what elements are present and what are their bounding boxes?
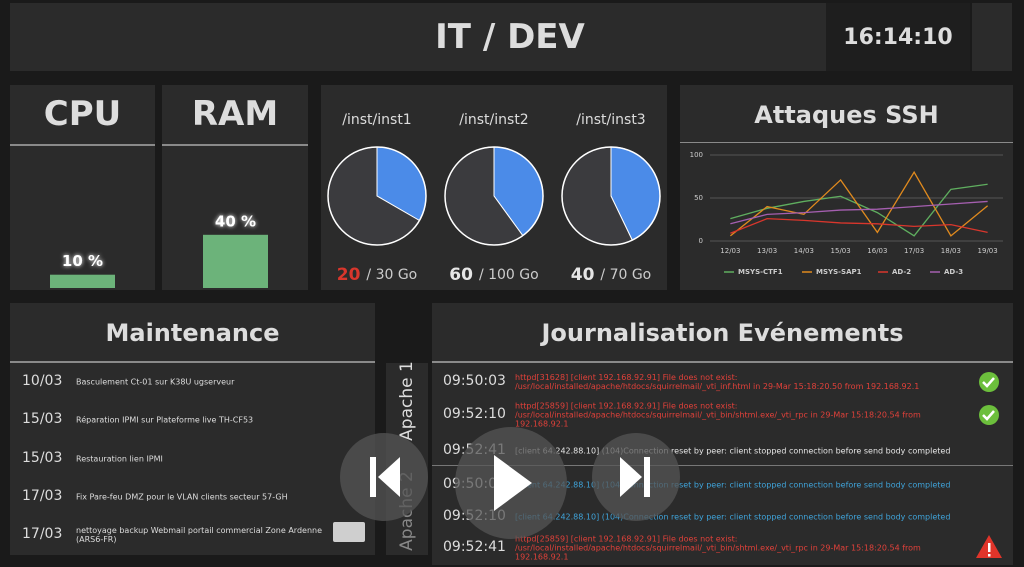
legend-label: MSYS-CTF1 (738, 268, 783, 276)
x-tick-label: 19/03 (978, 247, 998, 255)
header-panel: IT / DEV (10, 3, 970, 71)
log-message: [client 64.242.88.10] (104)Connection re… (515, 446, 951, 456)
gauge-label: 10 % (62, 252, 103, 270)
log-message: [client 64.242.88.10] (104)Connection re… (515, 512, 951, 522)
cpu-panel: CPU (10, 85, 155, 290)
separator (432, 361, 1013, 363)
used-value: 60 (449, 265, 473, 285)
disk-title: /inst/inst2 (459, 112, 528, 128)
legend-label: AD-3 (944, 268, 963, 276)
total-value: / 70 Go (600, 267, 651, 283)
maintenance-date: 15/03 (22, 411, 63, 427)
y-tick-label: 50 (694, 194, 703, 202)
y-tick-label: 0 (699, 237, 703, 245)
legend-label: AD-2 (892, 268, 911, 276)
pie-outline (561, 146, 661, 246)
disk-usage: 60 / 100 Go (449, 265, 538, 285)
maintenance-text: Fix Pare-feu DMZ pour le VLAN clients se… (76, 492, 288, 502)
panel-title: CPU (43, 94, 122, 134)
group-separator (432, 465, 1013, 466)
separator (10, 144, 155, 146)
series-line (730, 183, 988, 237)
y-tick-label: 100 (690, 151, 703, 159)
x-tick-label: 14/03 (794, 247, 814, 255)
ok-icon-mark (982, 410, 995, 421)
page-title: IT / DEV (435, 17, 585, 57)
disk-title: /inst/inst3 (576, 112, 645, 128)
maintenance-date: 17/03 (22, 488, 63, 504)
separator (680, 142, 1013, 143)
total-value: / 30 Go (366, 267, 417, 283)
edit-button[interactable] (333, 522, 365, 542)
x-tick-label: 15/03 (831, 247, 851, 255)
pie-outline (327, 146, 427, 246)
clock-panel: 16:14:10 (826, 3, 970, 71)
panel-title: Maintenance (105, 319, 280, 347)
total-value: / 100 Go (479, 267, 539, 283)
maintenance-panel: Maintenance 10/03 Basculement Ct-01 sur K… (10, 303, 375, 555)
x-tick-label: 13/03 (757, 247, 777, 255)
play-button[interactable] (455, 427, 567, 539)
previous-button[interactable] (340, 433, 428, 521)
clock: 16:14:10 (843, 25, 953, 50)
side-panel (972, 3, 1012, 71)
used-value: 20 (337, 265, 361, 285)
log-time: 09:52:10 (443, 406, 506, 422)
maintenance-date: 15/03 (22, 450, 63, 466)
maintenance-date: 17/03 (22, 526, 63, 542)
gauge-bar (50, 274, 115, 288)
separator (10, 361, 375, 363)
ok-icon-mark (982, 377, 995, 388)
gauge-label: 40 % (215, 212, 256, 230)
disk-usage: 40 / 70 Go (571, 265, 652, 285)
separator (162, 144, 308, 146)
legend-label: MSYS-SAP1 (816, 268, 862, 276)
panel-title: Journalisation Evénements (541, 319, 904, 347)
disk-title: /inst/inst1 (342, 112, 411, 128)
maintenance-date: 10/03 (22, 373, 63, 389)
x-tick-label: 12/03 (720, 247, 740, 255)
pie-outline (444, 146, 544, 246)
maintenance-text: Réparation IPMI sur Plateforme live TH-C… (76, 415, 254, 425)
disk-usage: 20 / 30 Go (337, 265, 418, 285)
warning-icon-mark (988, 554, 991, 557)
log-message: httpd[25859] [client 192.168.92.91] File… (515, 534, 921, 562)
x-tick-label: 17/03 (904, 247, 924, 255)
log-message: httpd[25859] [client 192.168.92.91] File… (515, 401, 921, 429)
log-time: 09:50:03 (443, 373, 506, 389)
maintenance-text: Basculement Ct-01 sur K38U ugserveur (76, 377, 235, 387)
log-message: [client 64.242.88.10] (104)Connection re… (515, 480, 951, 490)
x-tick-label: 16/03 (867, 247, 887, 255)
log-time: 09:52:41 (443, 539, 506, 555)
used-value: 40 (571, 265, 595, 285)
series-line (730, 200, 988, 225)
x-tick-label: 18/03 (941, 247, 961, 255)
panel-title: RAM (191, 94, 279, 134)
next-button[interactable] (592, 433, 680, 521)
log-message: httpd[31628] [client 192.168.92.91] File… (515, 373, 920, 391)
warning-icon-mark (988, 543, 991, 552)
gauge-bar (203, 234, 268, 288)
maintenance-text: nettoyage backup Webmail portail commerc… (76, 526, 323, 544)
panel-title: Attaques SSH (754, 101, 939, 129)
series-line (730, 217, 988, 234)
maintenance-text: Restauration lien IPMI (76, 454, 163, 464)
